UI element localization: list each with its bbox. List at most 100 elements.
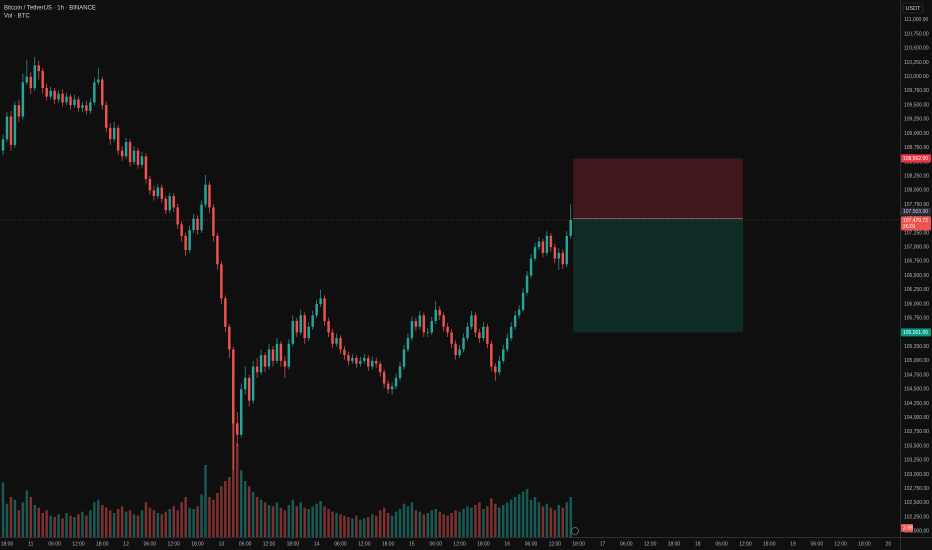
x-tick-label: 06:00 xyxy=(48,541,61,547)
y-tick-label: 109,000.00 xyxy=(904,131,929,137)
candle-body xyxy=(192,218,195,231)
volume-label: 3.98 xyxy=(903,526,913,532)
volume-bar xyxy=(85,515,88,537)
volume-bar xyxy=(470,507,473,537)
candle-body xyxy=(172,196,175,208)
candle-body xyxy=(557,252,561,259)
currency[interactable]: USDT xyxy=(906,6,922,12)
volume-bar xyxy=(236,443,239,537)
y-tick-label: 104,500.00 xyxy=(904,387,929,393)
volume-bar xyxy=(291,499,295,537)
candle-body xyxy=(37,65,40,72)
candle-body xyxy=(283,360,287,367)
replay-icon[interactable] xyxy=(571,527,579,535)
candle-body xyxy=(327,321,330,333)
x-tick-label: 16 xyxy=(504,541,510,547)
candle-body xyxy=(426,332,430,334)
candle-body xyxy=(311,315,314,327)
volume-bar xyxy=(200,494,203,537)
candle-body xyxy=(478,332,481,339)
volume-bar xyxy=(494,503,497,537)
candle-body xyxy=(367,358,370,367)
y-tick-label: 104,250.00 xyxy=(904,401,929,407)
candle-body xyxy=(541,241,545,253)
candle-body xyxy=(335,338,338,344)
candle-body xyxy=(93,82,96,103)
volume-bar xyxy=(108,510,112,537)
candle-body xyxy=(247,377,251,401)
y-tick-label: 110,000.00 xyxy=(904,74,929,80)
candle-body xyxy=(394,377,398,387)
candle-body xyxy=(386,383,390,390)
candle-body xyxy=(382,372,386,384)
stop-label: 108,562.00 xyxy=(903,156,928,162)
x-tick-label: 06:00 xyxy=(239,541,252,547)
volume-bar xyxy=(351,518,354,537)
candle-body xyxy=(414,321,418,327)
candle-body xyxy=(45,88,48,97)
volume-bar xyxy=(212,499,215,537)
volume-bar xyxy=(188,507,191,537)
candle-body xyxy=(513,315,517,327)
volume-bar xyxy=(69,515,72,537)
x-tick-label: 18:00 xyxy=(477,541,490,547)
y-tick-label: 110,750.00 xyxy=(904,31,929,37)
y-tick-label: 108,750.00 xyxy=(904,145,929,151)
volume-bar xyxy=(569,497,572,537)
volume-bar xyxy=(347,517,350,537)
candle-body xyxy=(144,156,148,179)
y-tick-label: 108,250.00 xyxy=(904,173,929,179)
candle-body xyxy=(89,102,92,111)
candle-body xyxy=(307,326,310,339)
x-tick-label: 12:00 xyxy=(644,541,657,547)
candle-body xyxy=(291,321,295,344)
candle-body xyxy=(200,204,203,231)
candle-body xyxy=(136,150,140,165)
currency-box[interactable] xyxy=(902,2,924,14)
candle-body xyxy=(509,326,513,339)
volume-bar xyxy=(355,515,358,537)
volume-bar xyxy=(216,493,219,537)
y-tick-label: 104,000.00 xyxy=(904,415,929,421)
candle-body xyxy=(81,105,84,108)
candle-body xyxy=(299,315,302,333)
volume-bar xyxy=(549,507,553,537)
volume-bar xyxy=(255,497,259,537)
volume-bar xyxy=(21,502,25,537)
candle-body xyxy=(105,105,108,128)
x-tick-label: 06:00 xyxy=(429,541,442,547)
volume-bar xyxy=(172,506,175,537)
candle-body xyxy=(521,292,525,310)
volume-bar xyxy=(124,511,128,537)
y-tick-label: 106,000.00 xyxy=(904,301,929,307)
volume-bar xyxy=(343,515,346,537)
candle-body xyxy=(267,349,271,367)
volume-bar xyxy=(299,502,302,537)
volume-bar xyxy=(414,510,418,537)
volume-bar xyxy=(144,502,148,537)
volume-bar xyxy=(446,515,449,537)
candle-body xyxy=(263,355,267,367)
volume-bar xyxy=(105,507,108,537)
candle-body xyxy=(220,264,223,299)
y-tick-label: 107,000.00 xyxy=(904,245,929,251)
volume-bar xyxy=(5,503,9,537)
x-tick-label: 18:00 xyxy=(763,541,776,547)
candle-body xyxy=(275,343,279,361)
candle-body xyxy=(486,326,489,344)
candle-body xyxy=(216,235,219,265)
candle-body xyxy=(343,349,346,356)
x-tick-label: 14 xyxy=(314,541,320,547)
candle-body xyxy=(410,321,414,339)
candle-body xyxy=(319,298,322,305)
volume-bar xyxy=(545,503,549,537)
y-tick-label: 109,500.00 xyxy=(904,102,929,108)
volume-bar xyxy=(93,502,96,537)
volume-bar xyxy=(521,491,525,537)
volume-bar xyxy=(45,510,48,537)
volume-bar xyxy=(259,499,263,537)
y-tick-label: 111,000.00 xyxy=(904,17,929,23)
volume-bar xyxy=(402,503,406,537)
candle-body xyxy=(57,93,60,100)
